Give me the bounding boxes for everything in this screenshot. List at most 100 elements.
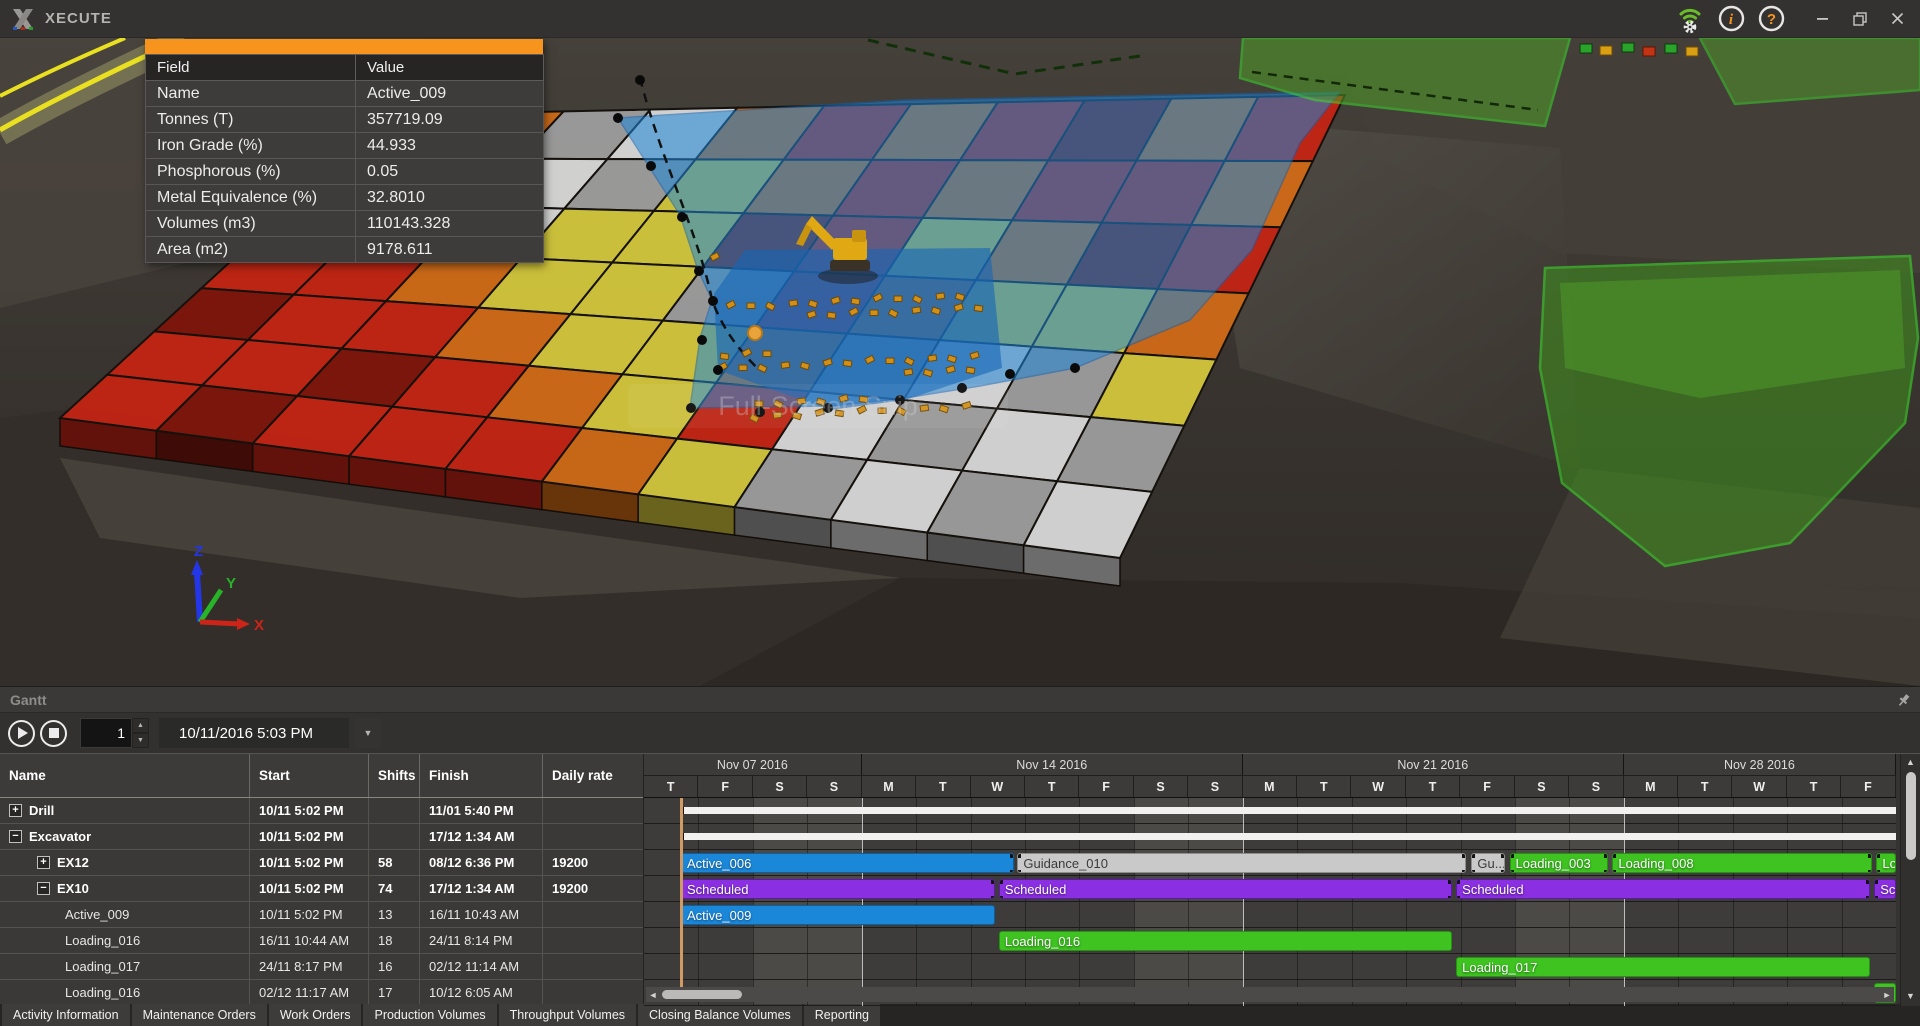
- expand-toggle-icon[interactable]: +: [9, 804, 22, 817]
- scroll-right-arrow[interactable]: ►: [1882, 989, 1892, 1000]
- stop-button[interactable]: [40, 719, 67, 747]
- vertex-dot[interactable]: [697, 335, 707, 345]
- datetime-display[interactable]: 10/11/2016 5:03 PM: [159, 718, 349, 748]
- vertex-dot[interactable]: [677, 212, 687, 222]
- axis-gizmo: Z Y X: [191, 543, 264, 634]
- bottom-tab-maintenance-orders[interactable]: Maintenance Orders: [131, 1004, 267, 1026]
- vertical-scrollbar[interactable]: ▲ ▼: [1900, 754, 1920, 1006]
- summary-bar[interactable]: [681, 833, 1896, 840]
- gantt-bar[interactable]: Loading_008: [1612, 853, 1873, 873]
- gantt-bar[interactable]: Loading_003: [1509, 853, 1609, 873]
- mine-3d-scene: Full-Screen Snip: [0, 38, 1920, 686]
- planning-polygon-right[interactable]: [1538, 254, 1920, 568]
- vertex-dot[interactable]: [635, 75, 645, 85]
- planning-polygon-top[interactable]: [1238, 38, 1572, 128]
- vertical-scroll-thumb[interactable]: [1905, 772, 1916, 860]
- selection-point[interactable]: [747, 325, 763, 341]
- day-gridline: [1460, 798, 1462, 1006]
- horizontal-scrollbar[interactable]: ◄ ►: [646, 987, 1894, 1002]
- bottom-tab-throughput-volumes[interactable]: Throughput Volumes: [498, 1004, 637, 1026]
- step-up-button[interactable]: ▲: [132, 718, 149, 733]
- horizontal-scroll-thumb[interactable]: [662, 990, 742, 999]
- gantt-bar[interactable]: Scheduled: [681, 879, 996, 899]
- vertex-dot[interactable]: [823, 403, 833, 413]
- planning-polygon-topright[interactable]: [1698, 38, 1920, 106]
- block-cell[interactable]: [1022, 480, 1154, 560]
- play-button[interactable]: [8, 719, 35, 747]
- help-icon[interactable]: ?: [1758, 5, 1785, 32]
- pin-icon[interactable]: [1896, 692, 1912, 708]
- datetime-dropdown-button[interactable]: ▼: [355, 718, 381, 748]
- column-header-shifts[interactable]: Shifts: [369, 754, 420, 797]
- gantt-chart-rows: ◄ ► Active_006 Guidance_010 Gu... Loading_0…: [644, 798, 1896, 1006]
- gantt-table-row[interactable]: Loading_017 24/11 8:17 PM 16 02/12 11:14 AM: [0, 954, 643, 980]
- 3d-viewport[interactable]: Full-Screen Snip: [0, 38, 1920, 686]
- popup-header-bar[interactable]: [145, 39, 543, 54]
- gantt-table-row[interactable]: + EX12 10/11 5:02 PM 58 08/12 6:36 PM 19200: [0, 850, 643, 876]
- timeline-day-cell: M: [1624, 776, 1679, 797]
- bottom-tab-closing-balance-volumes[interactable]: Closing Balance Volumes: [638, 1004, 802, 1026]
- bottom-tab-reporting[interactable]: Reporting: [803, 1004, 880, 1026]
- gantt-table-row[interactable]: − Excavator 10/11 5:02 PM 17/12 1:34 AM: [0, 824, 643, 850]
- polygon-vertex-handles[interactable]: [613, 75, 1080, 417]
- gantt-bar[interactable]: Gu...: [1471, 853, 1506, 873]
- gantt-bar[interactable]: Active_006: [681, 853, 1014, 873]
- gantt-table-row[interactable]: Loading_016 16/11 10:44 AM 18 24/11 8:14 PM: [0, 928, 643, 954]
- dig-polygon-blue[interactable]: [616, 91, 1342, 410]
- restore-button[interactable]: [1853, 11, 1867, 26]
- vertex-dot[interactable]: [1070, 363, 1080, 373]
- scatter-box: [746, 302, 756, 309]
- gantt-bar[interactable]: Guidance_010: [1017, 853, 1466, 873]
- expand-toggle-icon[interactable]: +: [37, 856, 50, 869]
- vertex-dot[interactable]: [755, 407, 765, 417]
- info-icon[interactable]: i: [1718, 5, 1745, 32]
- row-gridline: [644, 849, 1896, 850]
- gantt-table-row[interactable]: Loading_016 02/12 11:17 AM 17 10/12 6:05 AM: [0, 980, 643, 1006]
- gantt-bar[interactable]: Loading_016: [998, 931, 1452, 951]
- scroll-left-arrow[interactable]: ◄: [648, 989, 658, 1000]
- close-button[interactable]: [1891, 12, 1904, 25]
- gantt-table-row[interactable]: − EX10 10/11 5:02 PM 74 17/12 1:34 AM 19200: [0, 876, 643, 902]
- gantt-bar[interactable]: Scheduled: [1456, 879, 1870, 899]
- gantt-bar[interactable]: Lo: [1876, 853, 1896, 873]
- column-header-rate[interactable]: Daily rate: [552, 768, 613, 783]
- week-boundary-line: [861, 798, 863, 1006]
- step-input[interactable]: 1: [80, 718, 132, 748]
- gantt-bar[interactable]: Active_009: [681, 905, 996, 925]
- gantt-bar[interactable]: Loading_017: [1456, 957, 1870, 977]
- vertex-dot[interactable]: [646, 161, 656, 171]
- gantt-bar[interactable]: Sc: [1874, 879, 1896, 899]
- scroll-down-arrow[interactable]: ▼: [1906, 991, 1915, 1001]
- column-header-finish[interactable]: Finish: [420, 754, 543, 797]
- vertex-dot[interactable]: [957, 383, 967, 393]
- excavator-icon[interactable]: [796, 216, 878, 284]
- expand-toggle-icon[interactable]: −: [9, 830, 22, 843]
- gantt-table-row[interactable]: Active_009 10/11 5:02 PM 13 16/11 10:43 AM: [0, 902, 643, 928]
- column-header-start[interactable]: Start: [250, 754, 369, 797]
- step-down-button[interactable]: ▼: [132, 733, 149, 748]
- vertex-dot[interactable]: [708, 296, 718, 306]
- vertex-dot[interactable]: [1005, 369, 1015, 379]
- timeline-day-cell: S: [1515, 776, 1570, 797]
- vertex-dot[interactable]: [713, 365, 723, 375]
- scatter-box: [850, 297, 861, 306]
- gantt-table-row[interactable]: + Drill 10/11 5:02 PM 11/01 5:40 PM: [0, 798, 643, 824]
- timeline-day-cell: W: [971, 776, 1025, 797]
- vertex-dot[interactable]: [694, 266, 704, 276]
- summary-bar[interactable]: [681, 807, 1896, 814]
- vertex-dot[interactable]: [613, 113, 623, 123]
- timeline-day-cell: T: [1406, 776, 1461, 797]
- weekend-shading: [1188, 798, 1243, 1006]
- minimize-button[interactable]: [1816, 12, 1829, 25]
- connectivity-icon[interactable]: [1675, 4, 1705, 34]
- gantt-bar[interactable]: Scheduled: [998, 879, 1452, 899]
- vertex-dot[interactable]: [686, 403, 696, 413]
- vertex-dot[interactable]: [895, 395, 905, 405]
- scatter-box: [848, 306, 860, 317]
- bottom-tab-production-volumes[interactable]: Production Volumes: [363, 1004, 497, 1026]
- bottom-tab-work-orders[interactable]: Work Orders: [268, 1004, 362, 1026]
- scroll-up-arrow[interactable]: ▲: [1906, 757, 1915, 767]
- column-header-name[interactable]: Name: [0, 754, 250, 797]
- bottom-tab-activity-information[interactable]: Activity Information: [2, 1004, 130, 1026]
- expand-toggle-icon[interactable]: −: [37, 882, 50, 895]
